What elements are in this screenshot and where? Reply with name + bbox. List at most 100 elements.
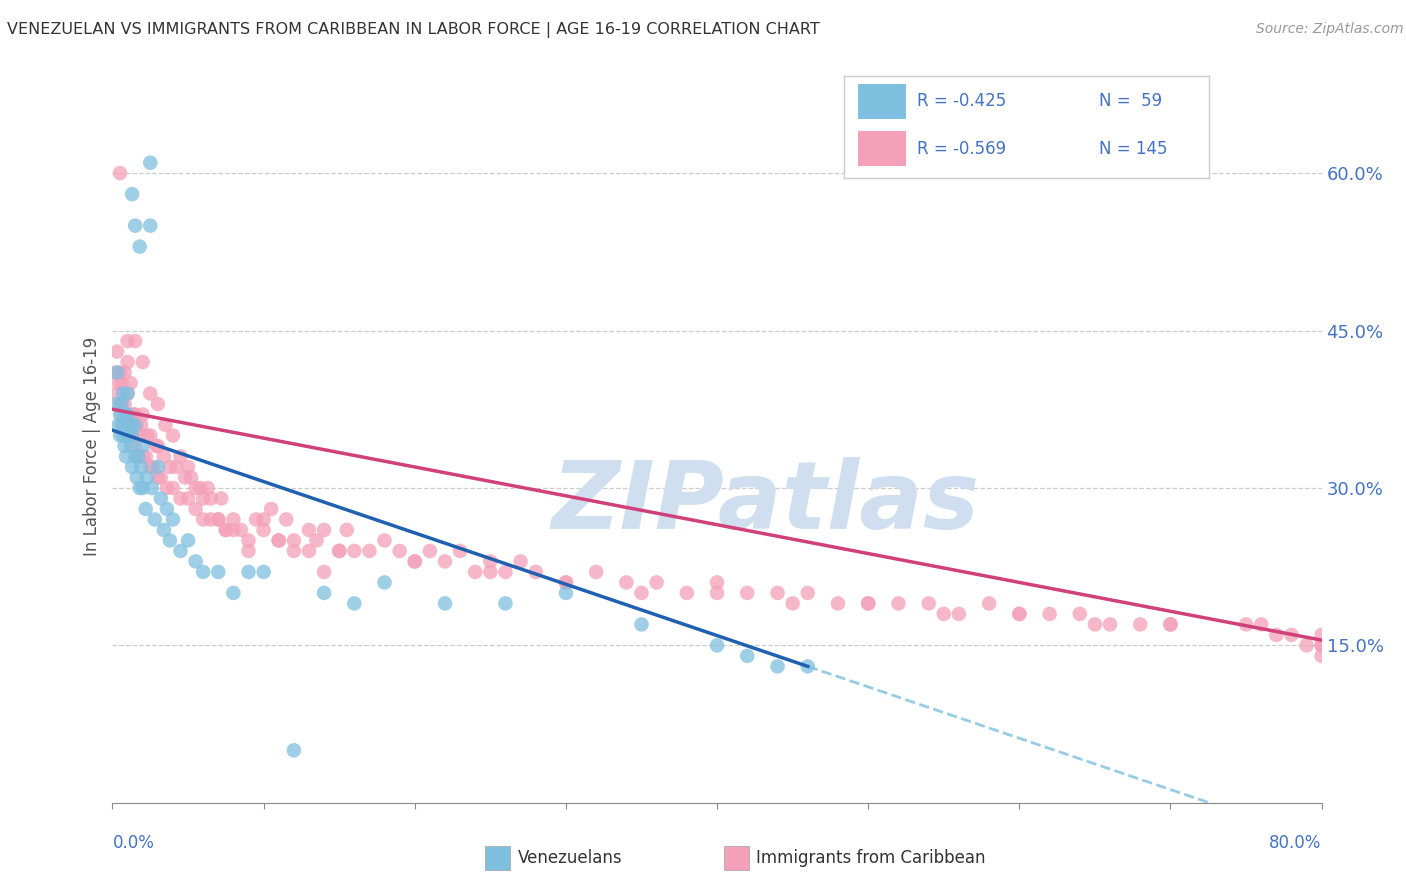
- Point: [215, 523, 238, 537]
- Point: [124, 439, 146, 453]
- Point: [132, 450, 155, 464]
- Point: [209, 491, 232, 506]
- Point: [174, 470, 197, 484]
- Point: [136, 428, 159, 442]
- Point: [132, 439, 155, 453]
- Point: [118, 428, 141, 442]
- Point: [112, 386, 135, 401]
- Point: [1310, 648, 1333, 663]
- Point: [1279, 628, 1302, 642]
- Point: [117, 408, 139, 422]
- Point: [112, 417, 135, 432]
- Point: [105, 397, 128, 411]
- Point: [107, 417, 129, 432]
- Point: [197, 481, 219, 495]
- Point: [766, 586, 789, 600]
- Point: [145, 439, 167, 453]
- Point: [374, 575, 396, 590]
- Point: [1265, 628, 1288, 642]
- Point: [124, 334, 146, 348]
- Point: [495, 596, 517, 610]
- Point: [117, 428, 139, 442]
- Point: [283, 743, 305, 757]
- Point: [298, 544, 321, 558]
- Point: [162, 428, 184, 442]
- Point: [419, 544, 441, 558]
- Point: [827, 596, 849, 610]
- Point: [117, 386, 139, 401]
- Point: [121, 187, 143, 202]
- Point: [135, 450, 157, 464]
- Point: [105, 366, 128, 380]
- Point: [782, 596, 804, 610]
- Point: [1038, 607, 1062, 621]
- Point: [495, 565, 517, 579]
- Point: [129, 460, 152, 475]
- Point: [554, 586, 576, 600]
- Point: [184, 502, 207, 516]
- Point: [509, 554, 531, 568]
- Text: Source: ZipAtlas.com: Source: ZipAtlas.com: [1256, 22, 1403, 37]
- Point: [200, 512, 222, 526]
- Point: [359, 544, 381, 558]
- Point: [136, 470, 159, 484]
- Point: [215, 523, 238, 537]
- Point: [267, 533, 290, 548]
- Point: [165, 460, 187, 475]
- Point: [283, 533, 305, 548]
- Point: [169, 491, 191, 506]
- Point: [156, 481, 179, 495]
- Point: [1295, 639, 1317, 653]
- Point: [191, 565, 214, 579]
- Point: [328, 544, 350, 558]
- Point: [245, 512, 267, 526]
- Point: [132, 481, 155, 495]
- Point: [110, 376, 132, 390]
- Point: [177, 460, 200, 475]
- Point: [1159, 617, 1181, 632]
- Point: [169, 544, 191, 558]
- Point: [153, 450, 176, 464]
- Point: [124, 408, 146, 422]
- Point: [153, 523, 176, 537]
- Point: [314, 586, 336, 600]
- Point: [706, 575, 728, 590]
- Point: [143, 512, 166, 526]
- Point: [343, 544, 366, 558]
- Point: [305, 533, 328, 548]
- Text: Immigrants from Caribbean: Immigrants from Caribbean: [756, 849, 986, 867]
- Point: [1159, 617, 1181, 632]
- Point: [159, 460, 181, 475]
- Point: [149, 491, 172, 506]
- Point: [706, 639, 728, 653]
- Point: [180, 470, 202, 484]
- Point: [1310, 628, 1333, 642]
- Point: [146, 470, 169, 484]
- Point: [404, 554, 426, 568]
- Point: [110, 417, 132, 432]
- Point: [191, 491, 214, 506]
- Point: [114, 397, 136, 411]
- Point: [229, 523, 252, 537]
- Point: [222, 523, 245, 537]
- Point: [1310, 639, 1333, 653]
- Point: [139, 428, 162, 442]
- Point: [616, 575, 638, 590]
- Point: [120, 376, 142, 390]
- Point: [115, 417, 138, 432]
- Point: [343, 596, 366, 610]
- Point: [129, 417, 152, 432]
- Text: N = 145: N = 145: [1099, 140, 1168, 158]
- Point: [314, 565, 336, 579]
- Point: [188, 481, 211, 495]
- Point: [856, 596, 880, 610]
- Point: [108, 397, 131, 411]
- Point: [1069, 607, 1091, 621]
- Point: [128, 428, 150, 442]
- Point: [142, 460, 165, 475]
- Point: [314, 523, 336, 537]
- Point: [117, 386, 139, 401]
- Point: [125, 417, 148, 432]
- Point: [132, 355, 155, 369]
- Point: [146, 439, 169, 453]
